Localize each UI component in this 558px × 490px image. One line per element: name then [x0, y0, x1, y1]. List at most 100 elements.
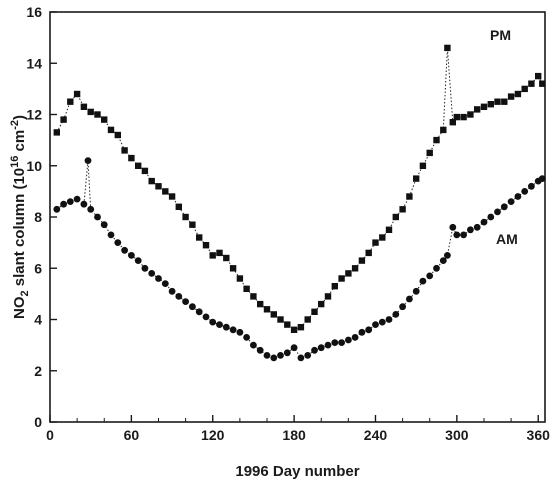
series-label-pm: PM — [490, 27, 511, 43]
data-point-pm — [467, 111, 474, 118]
data-point-pm — [419, 162, 427, 169]
y-axis-label: NO2 slant column (1016 cm-2) — [9, 115, 31, 319]
data-point-am — [175, 293, 183, 300]
data-point-pm — [494, 98, 501, 105]
data-point-pm — [196, 234, 203, 241]
data-point-am — [80, 200, 88, 208]
data-point-am — [73, 195, 81, 203]
data-point-pm — [73, 90, 81, 98]
data-point-am — [487, 213, 495, 221]
y-label-sup2: -2 — [9, 120, 21, 130]
data-point-am — [243, 334, 251, 341]
x-axis-label: 1996 Day number — [235, 463, 359, 480]
data-point-am — [161, 280, 169, 287]
data-point-am — [60, 200, 67, 208]
data-point-am — [521, 188, 529, 195]
x-tick-label: 0 — [46, 427, 54, 443]
plot-area — [49, 11, 546, 423]
data-point-pm — [392, 213, 399, 221]
data-point-pm — [413, 175, 420, 182]
data-point-am — [358, 328, 366, 336]
data-point-pm — [480, 103, 488, 110]
data-point-pm — [114, 131, 121, 139]
data-point-am — [317, 344, 325, 352]
data-point-pm — [182, 213, 189, 221]
data-point-pm — [385, 226, 393, 233]
x-tick-label: 300 — [445, 427, 469, 443]
x-tick-label: 360 — [527, 427, 551, 443]
data-point-am — [114, 239, 122, 247]
data-point-am — [399, 303, 406, 311]
data-point-pm — [304, 316, 311, 323]
data-point-pm — [379, 234, 386, 241]
data-point-pm — [539, 80, 546, 87]
data-point-am — [372, 321, 379, 328]
data-point-am — [473, 223, 481, 231]
data-point-pm — [263, 306, 271, 313]
data-point-pm — [135, 162, 142, 169]
data-point-pm — [121, 147, 128, 154]
data-point-pm — [128, 154, 135, 162]
data-point-pm — [444, 44, 451, 52]
data-point-pm — [155, 183, 162, 190]
data-point-pm — [223, 254, 230, 262]
data-point-pm — [460, 113, 467, 121]
y-tick-label: 2 — [34, 363, 42, 379]
data-point-am — [449, 223, 457, 231]
data-point-pm — [345, 270, 352, 277]
y-label-post: ) — [11, 115, 28, 120]
data-point-pm — [433, 136, 440, 144]
data-point-pm — [209, 252, 216, 259]
y-tick-label: 12 — [26, 107, 42, 123]
data-point-am — [263, 352, 271, 359]
x-tick-label: 120 — [201, 427, 225, 443]
tick-labels: 0 60 120 180 240 300 360 0 2 4 6 8 10 12 14 16 — [26, 4, 550, 443]
data-point-am — [419, 277, 427, 285]
data-point-am — [351, 334, 359, 341]
data-point-pm — [216, 249, 223, 257]
data-point-am — [270, 354, 278, 362]
data-point-pm — [94, 111, 101, 118]
data-point-pm — [175, 203, 182, 210]
data-point-am — [453, 231, 461, 239]
data-point-pm — [202, 242, 210, 249]
y-label-sup1: 16 — [9, 156, 21, 168]
data-point-pm — [168, 193, 176, 200]
data-point-am — [392, 311, 400, 318]
series-lines — [56, 47, 543, 359]
series-marks — [53, 44, 546, 362]
data-point-pm — [449, 119, 456, 126]
data-point-pm — [453, 113, 460, 121]
data-point-pm — [297, 324, 305, 331]
data-point-pm — [324, 293, 332, 300]
data-point-pm — [229, 265, 237, 272]
data-point-pm — [501, 98, 508, 105]
data-point-am — [229, 326, 237, 334]
data-point-am — [538, 175, 546, 183]
data-point-pm — [250, 293, 257, 300]
data-point-am — [500, 203, 508, 211]
data-point-am — [514, 193, 522, 200]
data-point-pm — [87, 108, 94, 116]
data-point-pm — [162, 188, 169, 195]
data-point-am — [66, 198, 74, 206]
data-point-am — [141, 264, 149, 272]
data-point-pm — [257, 300, 264, 308]
data-point-am — [406, 295, 413, 303]
data-point-am — [283, 349, 291, 357]
y-tick-label: 14 — [26, 55, 42, 71]
data-point-am — [182, 298, 190, 305]
data-point-pm — [528, 80, 535, 87]
data-point-pm — [507, 93, 515, 100]
data-point-am — [444, 252, 451, 259]
data-point-am — [277, 352, 284, 359]
y-tick-label: 6 — [34, 260, 42, 276]
data-point-am — [155, 275, 162, 282]
plot-frame — [49, 11, 546, 423]
data-point-am — [121, 246, 128, 254]
data-point-pm — [243, 285, 250, 292]
y-tick-label: 8 — [34, 209, 42, 225]
data-point-pm — [440, 126, 447, 134]
y-label-mid2: cm — [11, 130, 28, 156]
